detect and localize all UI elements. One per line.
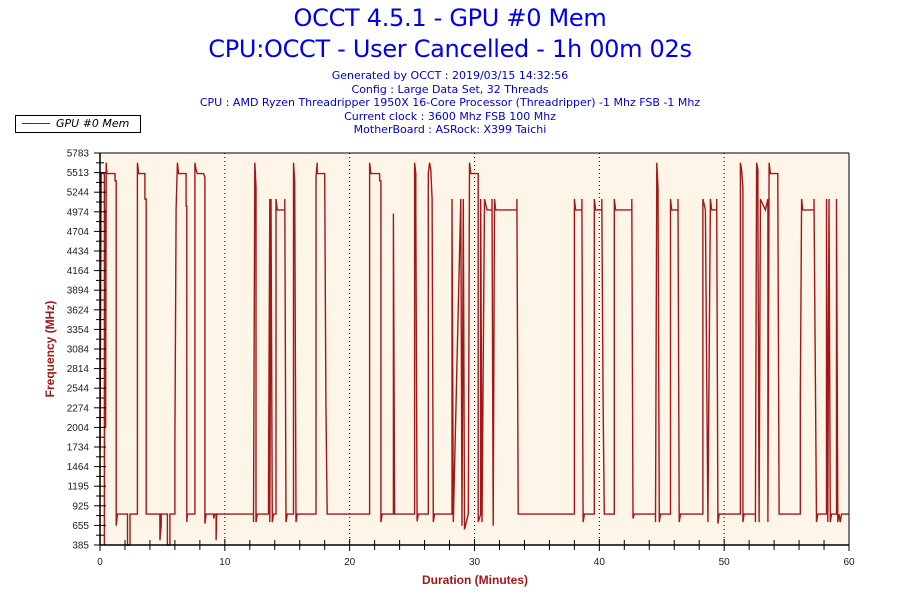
legend-line-swatch-icon [22, 123, 50, 124]
y-tick-label: 1464 [67, 462, 90, 473]
x-tick-label: 50 [719, 557, 731, 568]
y-tick-label: 655 [72, 521, 89, 532]
y-tick-label: 3624 [67, 305, 90, 316]
y-tick-label: 3354 [67, 325, 90, 336]
y-tick-label: 5244 [67, 188, 90, 199]
y-tick-label: 4704 [67, 227, 90, 238]
legend-label: GPU #0 Mem [56, 117, 130, 130]
info-block: Generated by OCCT : 2019/03/15 14:32:56 … [0, 69, 900, 137]
y-tick-label: 3894 [67, 286, 90, 297]
series-line-gpu0-mem [99, 162, 849, 546]
info-cpu: CPU : AMD Ryzen Threadripper 1950X 16-Co… [199, 96, 701, 110]
y-tick-label: 4974 [67, 207, 90, 218]
y-tick-label: 4434 [67, 247, 90, 258]
x-tick-label: 10 [219, 557, 231, 568]
legend: GPU #0 Mem [15, 115, 141, 133]
x-tick-label: 30 [469, 557, 481, 568]
info-motherboard: MotherBoard : ASRock: X399 Taichi [353, 123, 547, 137]
x-tick-label: 20 [344, 557, 356, 568]
x-tick-label: 40 [594, 557, 606, 568]
info-config: Config : Large Data Set, 32 Threads [351, 82, 549, 96]
y-tick-label: 2274 [67, 403, 90, 414]
info-clock: Current clock : 3600 Mhz FSB 100 Mhz [344, 109, 556, 123]
x-tick-label: 0 [97, 557, 103, 568]
y-tick-label: 925 [72, 501, 89, 512]
x-axis-ticks: 0 10 20 30 40 50 60 [97, 539, 855, 568]
x-tick-label: 60 [843, 557, 855, 568]
info-generated: Generated by OCCT : 2019/03/15 14:32:56 [331, 69, 569, 82]
y-tick-label: 5783 [67, 149, 90, 160]
y-tick-label: 2544 [67, 384, 90, 395]
x-axis-label: Duration (Minutes) [422, 573, 528, 587]
grid-lines [224, 153, 725, 545]
y-axis-label: Frequency (MHz) [43, 301, 57, 398]
y-tick-label: 2004 [67, 423, 90, 434]
y-tick-label: 1734 [67, 443, 90, 454]
y-tick-label: 5513 [67, 168, 90, 179]
y-tick-label: 385 [72, 541, 89, 552]
y-tick-label: 4164 [67, 266, 90, 277]
y-axis-ticks: 385 655 925 1195 1464 1734 2004 2274 2544 2814 308… [67, 149, 106, 552]
y-tick-label: 1195 [67, 482, 89, 493]
y-tick-label: 2814 [67, 364, 90, 375]
y-tick-label: 3084 [67, 345, 90, 356]
chart-title: OCCT 4.5.1 - GPU #0 Mem [293, 4, 607, 32]
chart-subtitle: CPU:OCCT - User Cancelled - 1h 00m 02s [208, 35, 692, 63]
